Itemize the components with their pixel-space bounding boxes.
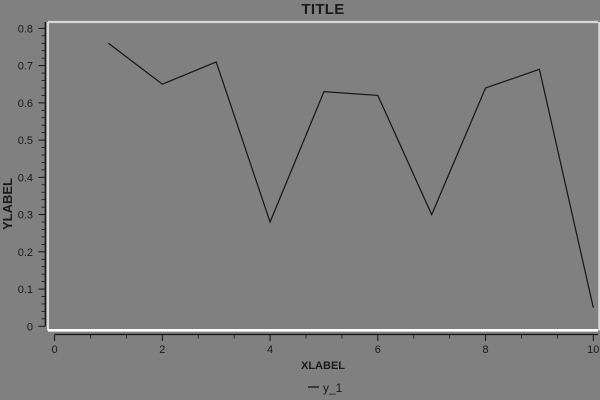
svg-text:XLABEL: XLABEL [301, 360, 345, 372]
svg-text:2: 2 [159, 344, 165, 356]
svg-text:0.6: 0.6 [18, 98, 33, 110]
svg-text:6: 6 [375, 344, 381, 356]
svg-text:0: 0 [27, 321, 33, 333]
svg-text:TITLE: TITLE [301, 1, 344, 18]
svg-text:0.1: 0.1 [18, 284, 33, 296]
svg-text:0.7: 0.7 [18, 61, 33, 73]
svg-text:YLABEL: YLABEL [0, 178, 15, 230]
svg-text:0.4: 0.4 [18, 172, 33, 184]
svg-text:0.3: 0.3 [18, 210, 33, 222]
svg-text:4: 4 [267, 344, 273, 356]
svg-text:8: 8 [482, 344, 488, 356]
svg-text:10: 10 [587, 344, 599, 356]
svg-text:0.5: 0.5 [18, 135, 33, 147]
svg-text:y_1: y_1 [323, 381, 343, 395]
svg-text:0.8: 0.8 [18, 23, 33, 35]
svg-text:0: 0 [52, 344, 58, 356]
svg-text:0.2: 0.2 [18, 247, 33, 259]
